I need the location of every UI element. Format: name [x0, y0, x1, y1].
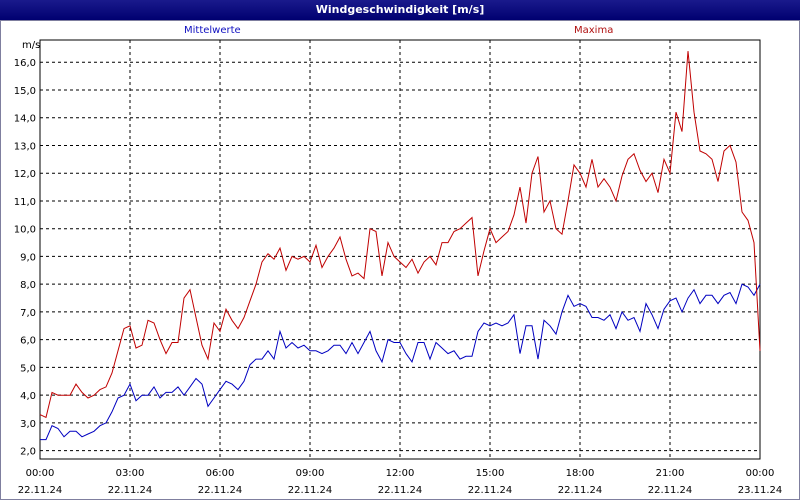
x-axis-ticks: 00:00 22.11.24 03:00 22.11.24 06:00 22.11.24 0…: [18, 468, 783, 496]
y-tick-label: 4,0: [20, 391, 36, 402]
x-tick-date: 22.11.24: [108, 485, 153, 496]
series-line-maxima: [39, 51, 761, 419]
y-tick-label: 10,0: [14, 225, 36, 236]
y-axis-ticks: 2,0 3,0 4,0 5,0 6,0 7,0 8,0 9,0 10,0 11,0 12,0 13,0…: [14, 58, 36, 457]
x-tick-time: 12:00: [386, 468, 415, 479]
x-tick-time: 15:00: [476, 468, 505, 479]
x-tick-date: 22.11.24: [648, 485, 693, 496]
window-title-bar: Windgeschwindigkeit [m/s]: [0, 0, 800, 20]
x-tick-time: 00:00: [746, 468, 775, 479]
x-tick-time: 00:00: [26, 468, 55, 479]
y-tick-label: 5,0: [20, 363, 36, 374]
series-line-mittelwerte: [40, 283, 761, 441]
x-tick-date: 23.11.24: [738, 485, 783, 496]
y-axis-unit: m/s: [22, 40, 40, 51]
y-tick-label: 2,0: [20, 447, 36, 458]
series-lines: [39, 51, 761, 441]
x-tick-date: 22.11.24: [378, 485, 423, 496]
y-tick-label: 13,0: [14, 141, 36, 152]
x-tick-date: 22.11.24: [288, 485, 333, 496]
legend-maxima: Maxima: [574, 25, 614, 36]
legend-mittelwerte: Mittelwerte: [184, 25, 241, 36]
y-tick-label: 6,0: [20, 336, 36, 347]
y-tick-label: 7,0: [20, 308, 36, 319]
y-tick-label: 14,0: [14, 114, 36, 125]
x-tick-time: 06:00: [206, 468, 235, 479]
window-title: Windgeschwindigkeit [m/s]: [315, 3, 485, 16]
y-tick-label: 15,0: [14, 86, 36, 97]
x-tick-date: 22.11.24: [468, 485, 513, 496]
x-tick-date: 22.11.24: [18, 485, 63, 496]
x-tick-time: 03:00: [116, 468, 145, 479]
x-tick-date: 22.11.24: [198, 485, 243, 496]
y-tick-label: 9,0: [20, 252, 36, 263]
x-tick-time: 21:00: [656, 468, 685, 479]
y-tick-label: 12,0: [14, 169, 36, 180]
y-tick-label: 11,0: [14, 197, 36, 208]
y-tick-label: 8,0: [20, 280, 36, 291]
x-tick-time: 18:00: [566, 468, 595, 479]
y-tick-label: 3,0: [20, 419, 36, 430]
y-tick-label: 16,0: [14, 58, 36, 69]
x-tick-time: 09:00: [296, 468, 325, 479]
x-tick-date: 22.11.24: [558, 485, 603, 496]
